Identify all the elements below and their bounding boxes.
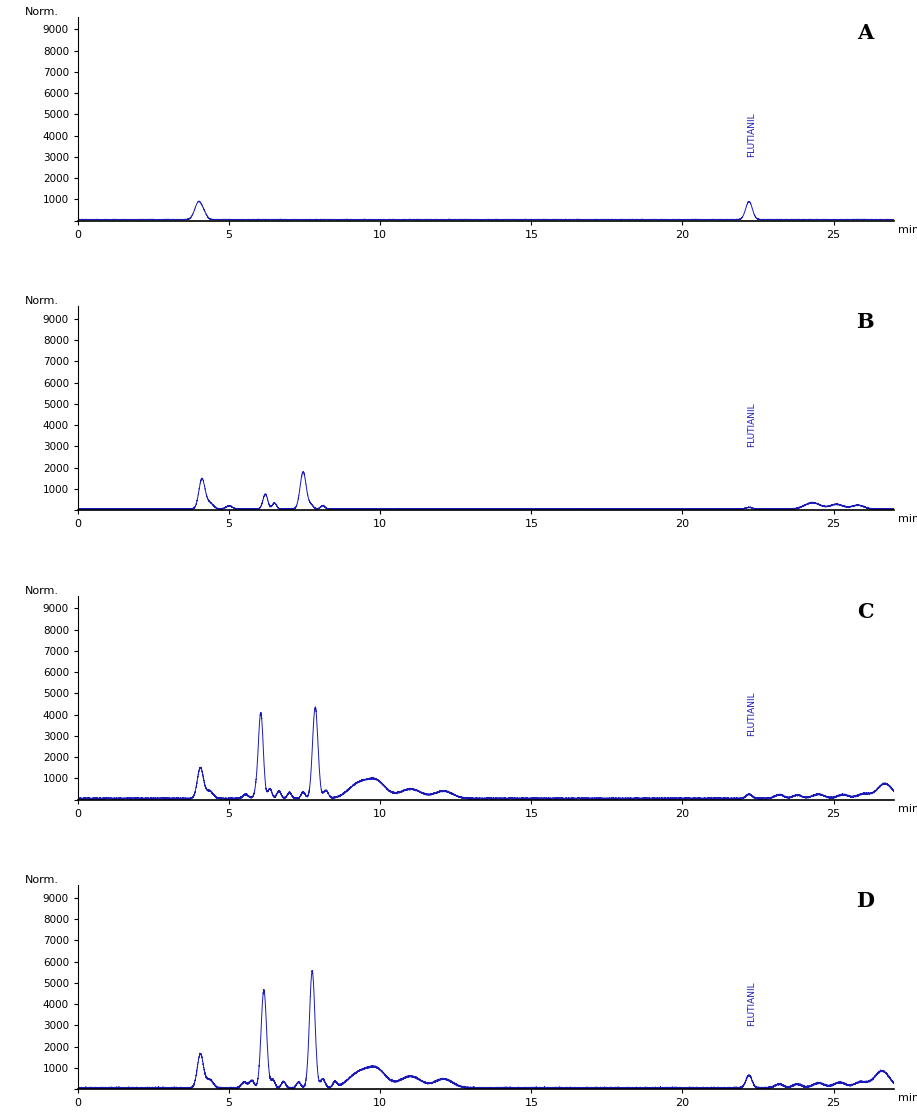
Text: FLUTIANIL: FLUTIANIL [747,402,757,447]
Text: FLUTIANIL: FLUTIANIL [747,981,757,1025]
Text: C: C [857,602,874,622]
Text: Norm.: Norm. [25,585,59,595]
Text: min: min [898,1094,917,1104]
Text: B: B [856,313,874,333]
Text: Norm.: Norm. [25,7,59,17]
Text: FLUTIANIL: FLUTIANIL [747,113,757,157]
Text: Norm.: Norm. [25,296,59,306]
Text: A: A [857,22,874,42]
Text: Norm.: Norm. [25,876,59,885]
Text: min: min [898,225,917,235]
Text: min: min [898,514,917,524]
Text: FLUTIANIL: FLUTIANIL [747,691,757,736]
Text: min: min [898,803,917,813]
Text: D: D [856,891,874,911]
